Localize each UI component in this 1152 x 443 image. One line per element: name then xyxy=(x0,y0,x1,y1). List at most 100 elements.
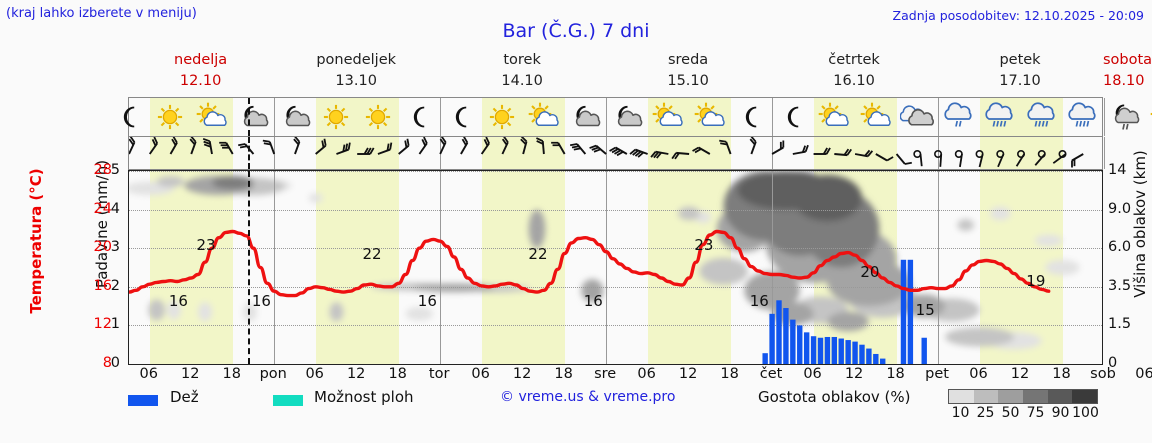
time-tick: tor xyxy=(428,366,450,382)
cloud-density-swatch xyxy=(998,390,1024,403)
time-tick: 06 xyxy=(471,366,490,382)
cloud-density-tick: 50 xyxy=(1001,405,1020,421)
cloud-density-tick: 75 xyxy=(1026,405,1045,421)
day-header-ponedeljek: ponedeljek 13.10 xyxy=(273,50,439,95)
day-separator xyxy=(274,171,276,364)
current-time-marker xyxy=(247,171,250,364)
cloud-density-tick: 10 xyxy=(951,405,970,421)
weather-icon-moon xyxy=(734,98,768,138)
day-header-četrtek: četrtek 16.10 xyxy=(771,50,937,95)
weather-icon-cloud-rain xyxy=(1066,98,1100,138)
temperature-tick: 28 xyxy=(93,162,112,178)
day-name: nedelja xyxy=(174,52,228,68)
day-separator xyxy=(606,137,608,169)
time-tick: 06 xyxy=(305,366,324,382)
weather-icon-sun-cloud xyxy=(817,98,851,138)
day-name: petek xyxy=(999,52,1041,68)
weather-icon-moon xyxy=(444,98,478,138)
time-tick: 18 xyxy=(554,366,573,382)
day-name: torek xyxy=(503,52,541,68)
weather-icon-sun xyxy=(319,98,353,138)
day-separator xyxy=(606,98,608,136)
day-date: 12.10 xyxy=(179,73,222,89)
cloud-height-tick: 1.5 xyxy=(1108,316,1132,333)
weather-icon-moon xyxy=(402,98,436,138)
day-date: 13.10 xyxy=(335,73,377,89)
weather-icon-moon-cloud xyxy=(568,98,602,138)
day-separator xyxy=(772,171,774,364)
time-tick: 06 xyxy=(803,366,822,382)
gridline xyxy=(129,286,1102,288)
weather-icon-cloud xyxy=(900,98,935,138)
time-tick: sre xyxy=(594,366,617,382)
cloud-density-swatch xyxy=(973,390,999,403)
weather-icon-sun-cloud xyxy=(651,98,685,138)
forecast-plot: 16 23 16 22 16 22 16 23 16 20 15 19 xyxy=(128,170,1103,365)
weather-icon-sun xyxy=(361,98,395,138)
precipitation-tick: 1 xyxy=(110,316,120,333)
time-tick: 12 xyxy=(1010,366,1030,382)
day-separator xyxy=(1104,98,1105,136)
gridline xyxy=(129,325,1102,327)
temperature-value-label: 16 xyxy=(168,291,188,310)
time-tick: 12 xyxy=(512,366,532,382)
day-header-petek: petek 17.10 xyxy=(937,50,1103,95)
day-separator xyxy=(440,171,442,364)
day-separator xyxy=(772,98,774,136)
weather-icon-sun-cloud xyxy=(859,98,893,138)
cloud-density-swatch xyxy=(949,390,974,403)
last-update-text: Zadnja posodobitev: 12.10.2025 - 20:09 xyxy=(892,8,1144,23)
cloud-density-legend-title: Gostota oblakov (%) xyxy=(758,388,911,406)
day-separator xyxy=(938,171,940,364)
cloud-density-tick: 100 xyxy=(1072,405,1099,421)
time-tick: 12 xyxy=(180,366,200,382)
weather-icon-moon xyxy=(776,98,810,138)
weather-icon-cloud-rain xyxy=(983,98,1017,138)
time-tick: pet xyxy=(925,366,949,382)
cloud-density-tick: 25 xyxy=(976,405,995,421)
day-header-row: nedelja 12.10 ponedeljek 13.10 torek 14.10 sre… xyxy=(128,50,1152,95)
temperature-value-label: 23 xyxy=(694,236,714,255)
current-time-marker xyxy=(247,137,250,169)
cloud-density-tick-labels: 10 25 50 75 90 100 xyxy=(940,405,1110,423)
precipitation-tick: 2 xyxy=(110,277,120,294)
day-separator xyxy=(1104,137,1105,169)
weather-icon-moon-cloud xyxy=(278,98,312,138)
day-date: 15.10 xyxy=(667,73,709,89)
rain-legend-label: Dež xyxy=(170,388,199,406)
cloud-density-tick: 90 xyxy=(1051,405,1070,421)
day-date: 14.10 xyxy=(501,73,543,89)
daytime-band xyxy=(315,137,399,169)
time-tick: 06 xyxy=(969,366,988,382)
temperature-value-label: 16 xyxy=(583,291,603,310)
temperature-value-label: 16 xyxy=(749,291,769,310)
temperature-value-label: 22 xyxy=(362,245,382,264)
weather-icon-sun xyxy=(153,98,187,138)
current-time-marker xyxy=(247,98,250,136)
weather-icon-moon-cloud-drizzle xyxy=(1108,98,1142,138)
cloud-height-tick: 0 xyxy=(1108,355,1118,371)
temperature-value-label: 20 xyxy=(860,262,880,281)
time-tick: 18 xyxy=(886,366,905,382)
temperature-tick: 12 xyxy=(93,316,112,333)
daytime-band xyxy=(315,171,399,364)
weather-icon-row xyxy=(123,97,1152,138)
copyright-link[interactable]: © vreme.us & vreme.pro xyxy=(500,389,676,405)
showers-legend-label: Možnost ploh xyxy=(314,388,414,406)
gridline xyxy=(129,248,1102,250)
day-separator xyxy=(938,137,940,169)
rain-legend-swatch xyxy=(128,395,158,406)
time-tick: 12 xyxy=(346,366,366,382)
weather-icon-sun-cloud xyxy=(527,98,561,138)
temperature-value-label: 16 xyxy=(417,291,437,310)
chart-legend: Dež Možnost ploh © vreme.us & vreme.pro … xyxy=(128,388,1152,432)
day-separator xyxy=(274,98,276,136)
time-tick: 06 xyxy=(139,366,158,382)
weather-icon-sun xyxy=(485,98,519,138)
precipitation-tick: 3 xyxy=(110,239,120,256)
temperature-tick: 16 xyxy=(93,277,112,294)
gridline xyxy=(129,171,1102,172)
time-tick: 18 xyxy=(1052,366,1071,382)
temperature-axis-title: Temperatura (°C) xyxy=(27,168,45,314)
gridline xyxy=(129,364,1102,365)
